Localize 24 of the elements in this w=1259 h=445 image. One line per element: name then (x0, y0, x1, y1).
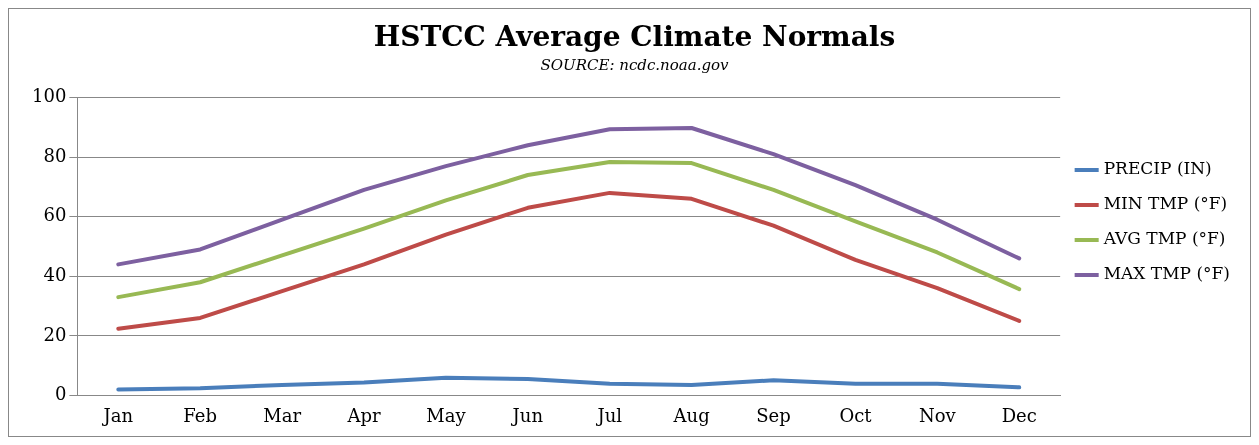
y-tick-label: 0 (54, 383, 67, 405)
y-tick-label: 80 (43, 144, 67, 166)
x-tick-label: Oct (839, 404, 873, 426)
x-tick-label: Jun (510, 404, 544, 426)
x-tick-label: Aug (672, 404, 710, 426)
legend-label: MAX TMP (°F) (1103, 263, 1231, 284)
chart-title: HSTCC Average Climate Normals (373, 20, 896, 54)
x-tick-label: Dec (1001, 404, 1037, 426)
x-tick-label: Sep (756, 404, 791, 426)
x-tick-label: May (426, 404, 467, 426)
x-tick-label: Jul (595, 404, 623, 426)
x-tick-label: Mar (263, 404, 302, 426)
y-tick-label: 40 (43, 263, 67, 285)
legend-label: AVG TMP (°F) (1102, 228, 1226, 249)
legend-label: PRECIP (IN) (1103, 158, 1212, 179)
x-tick-label: Feb (183, 404, 218, 426)
chart-subtitle: SOURCE: ncdc.noaa.gov (540, 56, 730, 75)
y-tick-label: 20 (43, 323, 67, 345)
x-tick-label: Jan (101, 404, 134, 426)
y-tick-label: 100 (32, 85, 67, 107)
legend-label: MIN TMP (°F) (1103, 193, 1228, 214)
x-tick-label: Nov (918, 404, 957, 426)
x-tick-label: Apr (346, 404, 381, 426)
y-tick-label: 60 (43, 204, 67, 226)
